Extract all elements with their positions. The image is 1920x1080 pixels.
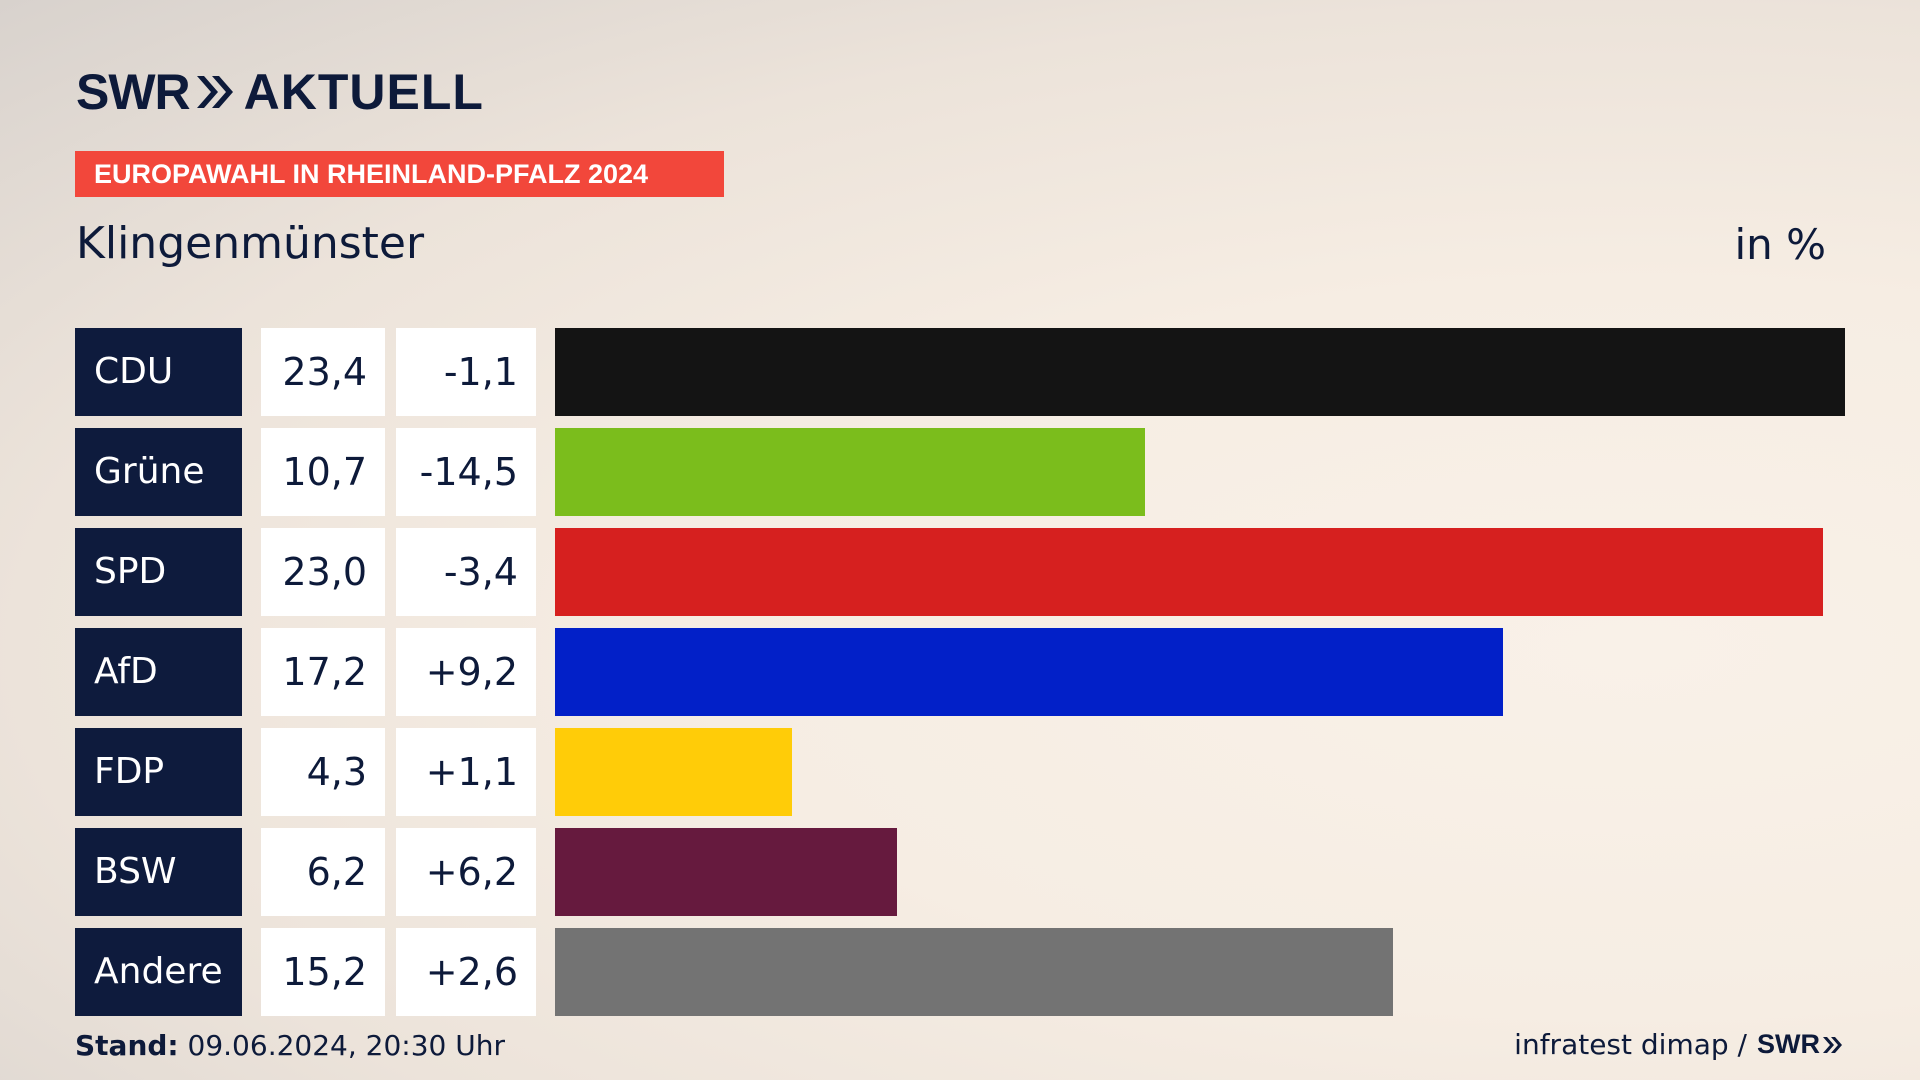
vote-share-value: 17,2 xyxy=(261,628,385,716)
source-text: infratest dimap / xyxy=(1514,1028,1747,1061)
logo-aktuell-text: AKTUELL xyxy=(243,64,484,120)
result-row: FDP 4,3 +1,1 xyxy=(0,728,1920,816)
party-label: SPD xyxy=(75,528,242,616)
result-bar xyxy=(555,728,792,816)
footer-double-chevron-icon xyxy=(1823,1036,1842,1053)
logo-swr-text: SWR xyxy=(76,64,191,120)
vote-share-value: 23,4 xyxy=(261,328,385,416)
result-row: Grüne 10,7 -14,5 xyxy=(0,428,1920,516)
footer-swr-logo: SWR xyxy=(1757,1029,1844,1060)
result-bar xyxy=(555,828,897,916)
party-label: AfD xyxy=(75,628,242,716)
vote-share-value: 6,2 xyxy=(261,828,385,916)
result-bar xyxy=(555,528,1823,616)
election-badge: EUROPAWAHL IN RHEINLAND-PFALZ 2024 xyxy=(75,151,724,197)
result-row: Andere 15,2 +2,6 xyxy=(0,928,1920,1016)
chart-title: Klingenmünster xyxy=(76,218,425,269)
footer-swr-text: SWR xyxy=(1757,1029,1820,1059)
vote-share-value: 23,0 xyxy=(261,528,385,616)
party-label: BSW xyxy=(75,828,242,916)
swr-aktuell-logo: SWR AKTUELL xyxy=(76,64,484,120)
stand-label: Stand: xyxy=(75,1029,179,1062)
result-bar xyxy=(555,428,1145,516)
vote-share-value: 15,2 xyxy=(261,928,385,1016)
result-row: AfD 17,2 +9,2 xyxy=(0,628,1920,716)
result-bar xyxy=(555,928,1393,1016)
party-label: Andere xyxy=(75,928,242,1016)
result-row: CDU 23,4 -1,1 xyxy=(0,328,1920,416)
result-bar xyxy=(555,628,1503,716)
unit-label: in % xyxy=(1734,220,1826,269)
source-credit: infratest dimap / SWR xyxy=(1514,1028,1844,1061)
timestamp: Stand: 09.06.2024, 20:30 Uhr xyxy=(75,1029,505,1062)
vote-share-value: 4,3 xyxy=(261,728,385,816)
vote-change-value: -3,4 xyxy=(396,528,536,616)
vote-change-value: +9,2 xyxy=(396,628,536,716)
result-row: BSW 6,2 +6,2 xyxy=(0,828,1920,916)
vote-change-value: -14,5 xyxy=(396,428,536,516)
vote-change-value: +6,2 xyxy=(396,828,536,916)
party-label: FDP xyxy=(75,728,242,816)
double-chevron-icon xyxy=(196,76,233,108)
vote-change-value: -1,1 xyxy=(396,328,536,416)
vote-change-value: +1,1 xyxy=(396,728,536,816)
vote-change-value: +2,6 xyxy=(396,928,536,1016)
result-bar xyxy=(555,328,1845,416)
result-row: SPD 23,0 -3,4 xyxy=(0,528,1920,616)
party-label: Grüne xyxy=(75,428,242,516)
vote-share-value: 10,7 xyxy=(261,428,385,516)
party-label: CDU xyxy=(75,328,242,416)
stand-value: 09.06.2024, 20:30 Uhr xyxy=(187,1029,505,1062)
